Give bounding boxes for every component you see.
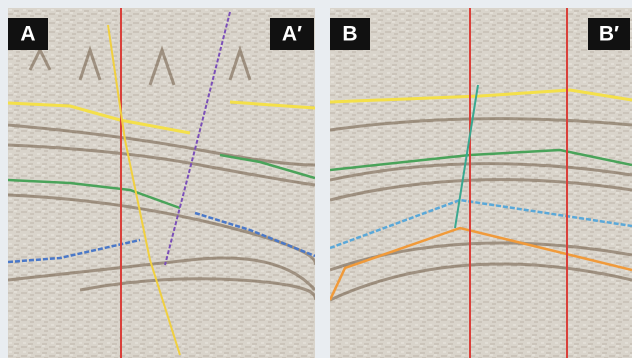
seismic-panel-b	[330, 8, 632, 358]
section-label: B	[342, 23, 357, 46]
section-label: A	[20, 23, 35, 46]
figure: A A′ B B′	[0, 0, 632, 358]
section-label: A′	[282, 23, 302, 46]
seismic-panel-a	[8, 8, 315, 358]
page: A A′ B B′ (() => { const data = JSON.par…	[0, 0, 632, 358]
section-label: B′	[599, 23, 619, 46]
